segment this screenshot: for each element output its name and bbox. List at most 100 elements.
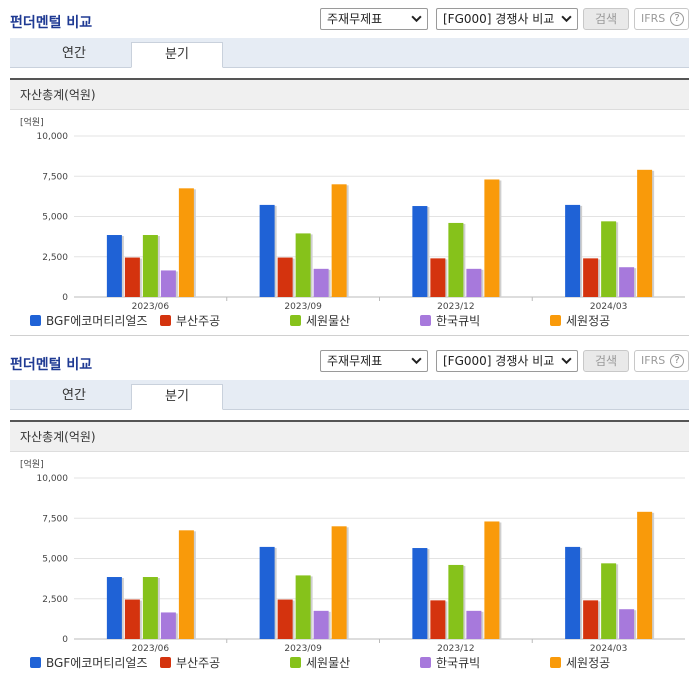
ifrs-label: IFRS — [641, 12, 666, 25]
legend-swatch — [160, 315, 171, 326]
bar — [484, 179, 500, 297]
bar — [178, 188, 194, 297]
statement-type-select[interactable]: 주재무제표 — [320, 8, 428, 30]
bar — [601, 221, 617, 297]
ifrs-label: IFRS — [641, 354, 666, 367]
bar — [583, 600, 599, 639]
bar — [430, 600, 446, 639]
compare-group-select[interactable]: [FG000] 경쟁사 비교 — [436, 350, 578, 372]
fundamental-comparison-panel: 펀더멘털 비교 주재무제표 [FG000] 경쟁사 비교 검색 IFRS ? 연… — [10, 8, 690, 336]
compare-group-select[interactable]: [FG000] 경쟁사 비교 — [436, 8, 578, 30]
chevron-down-icon — [561, 15, 572, 23]
bar — [259, 546, 275, 639]
chevron-down-icon — [411, 15, 422, 23]
legend-label: 세원정공 — [566, 314, 611, 328]
statement-type-select[interactable]: 주재무제표 — [320, 350, 428, 372]
bar — [124, 257, 140, 297]
x-tick-label: 2023/06 — [132, 644, 170, 654]
bar — [124, 599, 140, 639]
bar — [106, 577, 122, 639]
legend-swatch — [290, 315, 301, 326]
legend-label: BGF에코머티리얼즈 — [46, 656, 148, 670]
bar — [619, 267, 635, 297]
y-tick-label: 2,500 — [42, 595, 68, 605]
bar — [313, 268, 329, 297]
bar — [178, 530, 194, 639]
statement-type-value: 주재무제표 — [327, 354, 383, 368]
legend-swatch — [30, 315, 41, 326]
bar — [484, 521, 500, 639]
legend-swatch — [420, 657, 431, 668]
chevron-down-icon — [411, 357, 422, 365]
period-tabs: 연간 분기 — [10, 380, 689, 410]
bar — [106, 235, 122, 297]
tab-annual[interactable]: 연간 — [62, 46, 86, 61]
y-tick-label: 0 — [62, 635, 68, 645]
search-button[interactable]: 검색 — [583, 350, 629, 372]
legend-swatch — [550, 657, 561, 668]
bar — [583, 258, 599, 297]
y-tick-label: 7,500 — [42, 172, 68, 182]
x-tick-label: 2024/03 — [590, 644, 627, 654]
legend-label: 한국큐빅 — [436, 314, 481, 328]
bar — [430, 258, 446, 297]
bar — [295, 233, 311, 297]
panel-title: 펀더멘털 비교 — [10, 15, 93, 31]
statement-type-value: 주재무제표 — [327, 12, 383, 26]
search-button[interactable]: 검색 — [583, 8, 629, 30]
bar — [619, 609, 635, 639]
bar — [295, 575, 311, 639]
bar — [277, 257, 293, 297]
bar — [448, 222, 464, 297]
bar — [313, 610, 329, 639]
legend-swatch — [160, 657, 171, 668]
ifrs-button[interactable]: IFRS ? — [634, 350, 689, 372]
y-tick-label: 2,500 — [42, 253, 68, 263]
bar — [637, 169, 653, 297]
y-tick-label: 5,000 — [42, 213, 68, 223]
bar — [412, 206, 428, 297]
bar — [466, 610, 482, 639]
bar — [331, 526, 347, 639]
bar — [277, 599, 293, 639]
legend-label: 세원물산 — [306, 314, 351, 328]
bar — [565, 546, 581, 639]
tab-quarterly[interactable]: 분기 — [131, 42, 223, 68]
tab-quarterly[interactable]: 분기 — [131, 384, 223, 410]
y-axis-unit-label: [억원] — [20, 116, 44, 128]
chart-legend: BGF에코머티리얼즈 부산주공 세원물산 한국큐빅 세원정공 — [30, 313, 690, 329]
period-tabs: 연간 분기 — [10, 38, 689, 68]
x-tick-label: 2023/09 — [284, 302, 322, 312]
legend-label: 부산주공 — [176, 656, 221, 670]
x-tick-label: 2023/12 — [437, 644, 474, 654]
bar — [160, 612, 176, 639]
y-tick-label: 7,500 — [42, 514, 68, 524]
y-tick-label: 10,000 — [37, 474, 69, 484]
tab-annual[interactable]: 연간 — [62, 388, 86, 403]
bar — [160, 270, 176, 297]
y-tick-label: 10,000 — [37, 132, 69, 142]
total-assets-bar-chart: [억원] 0 2,500 5,000 7,500 10,000 2023/06 2023/09… — [20, 116, 685, 312]
chart-section-header: 자산총계(억원) — [10, 78, 689, 110]
divider — [10, 335, 689, 336]
chart-section-header: 자산총계(억원) — [10, 420, 689, 452]
help-icon[interactable]: ? — [670, 354, 684, 368]
legend-swatch — [550, 315, 561, 326]
compare-group-value: [FG000] 경쟁사 비교 — [443, 12, 555, 26]
legend-swatch — [420, 315, 431, 326]
x-tick-label: 2023/09 — [284, 644, 322, 654]
chevron-down-icon — [561, 357, 572, 365]
ifrs-button[interactable]: IFRS ? — [634, 8, 689, 30]
chart-legend: BGF에코머티리얼즈 부산주공 세원물산 한국큐빅 세원정공 — [30, 655, 690, 671]
fundamental-comparison-panel: 펀더멘털 비교 주재무제표 [FG000] 경쟁사 비교 검색 IFRS ? 연… — [0, 342, 696, 684]
x-tick-label: 2023/06 — [132, 302, 170, 312]
legend-label: 세원물산 — [306, 656, 351, 670]
legend-swatch — [30, 657, 41, 668]
legend-label: 한국큐빅 — [436, 656, 481, 670]
bar — [637, 511, 653, 639]
bar — [412, 548, 428, 639]
bar — [565, 204, 581, 297]
bar — [142, 235, 158, 297]
y-tick-label: 5,000 — [42, 555, 68, 565]
help-icon[interactable]: ? — [670, 12, 684, 26]
